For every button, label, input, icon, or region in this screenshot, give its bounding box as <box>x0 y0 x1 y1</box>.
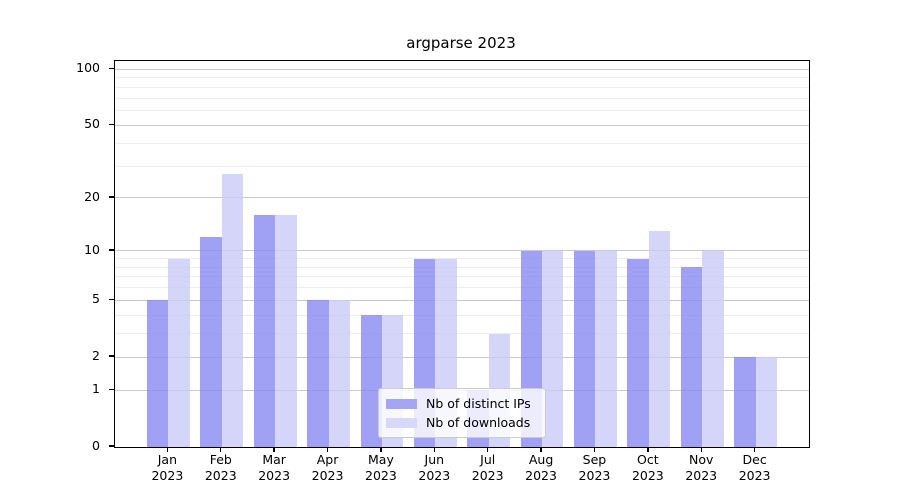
bar-downloads <box>168 258 190 447</box>
x-tick-mark <box>326 447 329 452</box>
gridline-major <box>115 299 809 301</box>
y-tick-mark <box>109 445 114 447</box>
gridline-major <box>115 197 809 199</box>
gridline-minor <box>115 314 809 316</box>
x-tick-mark <box>593 447 596 452</box>
gridline-major <box>115 124 809 126</box>
y-tick-mark <box>109 67 114 70</box>
y-tick-label: 50 <box>84 116 100 132</box>
gridline-minor <box>115 110 809 112</box>
y-tick-label: 1 <box>92 381 100 397</box>
bar-distinct-ips <box>307 300 329 447</box>
gridline-minor <box>115 97 809 99</box>
x-tick-label: Mar 2023 <box>258 452 291 483</box>
bar-downloads <box>595 250 617 447</box>
gridline-major <box>115 68 809 70</box>
gridline-minor <box>115 77 809 79</box>
bar-downloads <box>221 174 244 447</box>
y-tick-mark <box>109 123 114 126</box>
x-tick-label: Sep 2023 <box>578 452 611 483</box>
y-tick-mark <box>109 355 114 357</box>
x-tick-label: Nov 2023 <box>685 452 718 483</box>
y-tick-label: 10 <box>84 241 100 257</box>
x-tick-mark <box>486 447 489 452</box>
y-tick-label: 100 <box>76 60 100 76</box>
x-tick-label: Apr 2023 <box>311 452 344 483</box>
plot-area <box>114 60 810 448</box>
gridline-minor <box>115 142 809 144</box>
x-tick-mark <box>753 447 756 452</box>
x-tick-mark <box>380 447 382 452</box>
legend-item-downloads: Nb of downloads <box>386 413 538 432</box>
legend-swatch-downloads <box>386 417 417 428</box>
legend-label-distinct-ips: Nb of distinct IPs <box>426 396 531 411</box>
bar-downloads <box>328 300 350 447</box>
bar-distinct-ips <box>680 267 703 447</box>
bar-distinct-ips <box>734 357 756 447</box>
x-tick-mark <box>166 447 169 452</box>
gridline-minor <box>115 287 809 289</box>
bar-downloads <box>275 215 297 447</box>
y-tick-mark <box>109 298 114 301</box>
bar-downloads <box>542 250 564 447</box>
x-tick-mark <box>540 447 542 452</box>
gridline-minor <box>115 258 809 260</box>
x-tick-mark <box>433 447 435 452</box>
y-tick-label: 2 <box>92 348 100 364</box>
bar-distinct-ips <box>253 215 276 447</box>
bar-distinct-ips <box>574 250 596 447</box>
x-tick-mark <box>700 447 702 452</box>
legend-label-downloads: Nb of downloads <box>426 415 531 430</box>
bar-distinct-ips <box>627 258 649 447</box>
bar-downloads <box>755 357 777 447</box>
x-tick-label: Jul 2023 <box>471 452 504 483</box>
x-tick-mark <box>273 447 275 452</box>
gridline-major <box>115 356 809 358</box>
y-tick-mark <box>109 196 114 198</box>
legend: Nb of distinct IPs Nb of downloads <box>378 388 546 438</box>
gridline-minor <box>115 165 809 167</box>
x-tick-mark <box>647 447 649 452</box>
y-tick-label: 0 <box>92 438 100 453</box>
legend-item-distinct-ips: Nb of distinct IPs <box>386 394 538 413</box>
gridline-minor <box>115 276 809 278</box>
y-tick-mark <box>109 249 114 251</box>
legend-swatch-distinct-ips <box>386 398 417 409</box>
gridline-major <box>115 250 809 252</box>
x-tick-label: Jan 2023 <box>151 452 184 483</box>
x-tick-label: Oct 2023 <box>631 452 664 483</box>
x-tick-label: May 2023 <box>365 452 397 483</box>
y-tick-mark <box>109 388 114 390</box>
x-tick-mark <box>220 447 222 452</box>
y-tick-label: 20 <box>84 188 100 204</box>
gridline-minor <box>115 266 809 268</box>
gridline-minor <box>115 333 809 335</box>
x-tick-label: Aug 2023 <box>525 452 557 483</box>
chart-title: argparse 2023 <box>406 34 516 52</box>
gridline-minor <box>115 87 809 88</box>
x-tick-label: Dec 2023 <box>738 452 771 483</box>
bar-distinct-ips <box>360 315 382 447</box>
x-tick-label: Feb 2023 <box>204 452 237 483</box>
x-tick-label: Jun 2023 <box>418 452 451 483</box>
y-tick-label: 5 <box>92 291 100 307</box>
bar-downloads <box>648 231 671 447</box>
bar-distinct-ips <box>200 237 222 447</box>
bar-downloads <box>702 250 724 447</box>
bar-distinct-ips <box>146 300 169 447</box>
